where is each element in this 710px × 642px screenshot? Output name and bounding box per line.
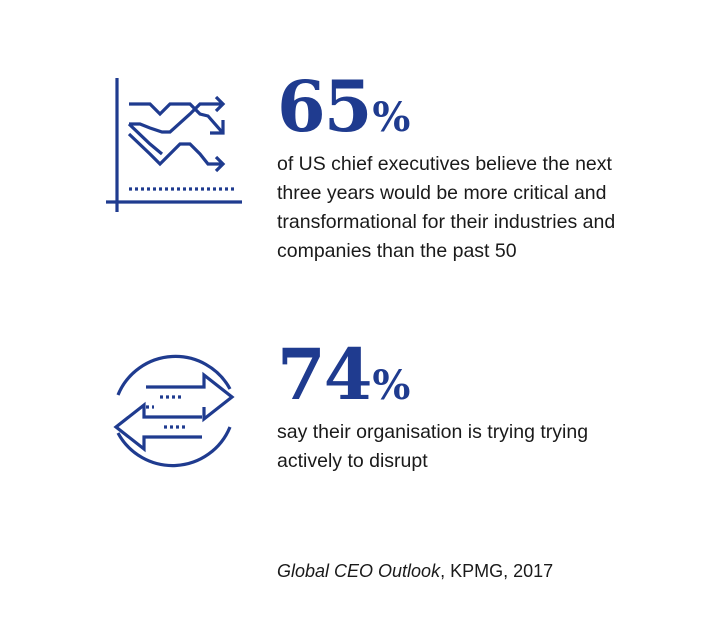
stat-value: 65%: [277, 72, 657, 142]
stat-number: 65: [277, 65, 372, 148]
exchange-arrows-cycle-icon: [104, 343, 244, 479]
stat-description: say their organisation is trying trying …: [277, 421, 589, 472]
source-publisher: , KPMG, 2017: [440, 561, 554, 581]
percent-sign: %: [372, 362, 411, 409]
stat-number: 74: [277, 333, 372, 416]
stat-block-executives: 65% of US chief executives believe the n…: [277, 72, 657, 266]
stat-description: of US chief executives believe the next …: [277, 153, 616, 262]
source-title: Global CEO Outlook: [277, 561, 441, 581]
source-citation: Global CEO Outlook, KPMG, 2017: [277, 561, 553, 582]
stat-value: 74%: [277, 340, 657, 410]
percent-sign: %: [372, 94, 411, 141]
stat-block-disrupt: 74% say their organisation is trying try…: [277, 340, 657, 476]
line-chart-arrows-icon: [104, 76, 244, 214]
